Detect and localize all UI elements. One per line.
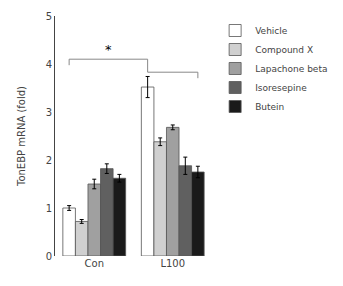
svg-text:Vehicle: Vehicle [255,26,288,36]
svg-text:2: 2 [46,155,52,166]
svg-text:Butein: Butein [255,102,284,112]
svg-text:L100: L100 [160,258,185,269]
svg-text:*: * [105,42,112,57]
svg-text:Compound X: Compound X [255,45,313,55]
svg-text:5: 5 [46,11,52,22]
svg-text:1: 1 [46,203,52,214]
svg-text:Lapachone beta: Lapachone beta [255,64,327,74]
svg-text:TonEBP mRNA (fold): TonEBP mRNA (fold) [16,86,27,187]
svg-text:Con: Con [85,258,104,269]
svg-text:0: 0 [46,251,52,262]
svg-text:3: 3 [46,107,52,118]
svg-text:4: 4 [46,59,52,70]
svg-text:Isoresepine: Isoresepine [255,83,307,93]
